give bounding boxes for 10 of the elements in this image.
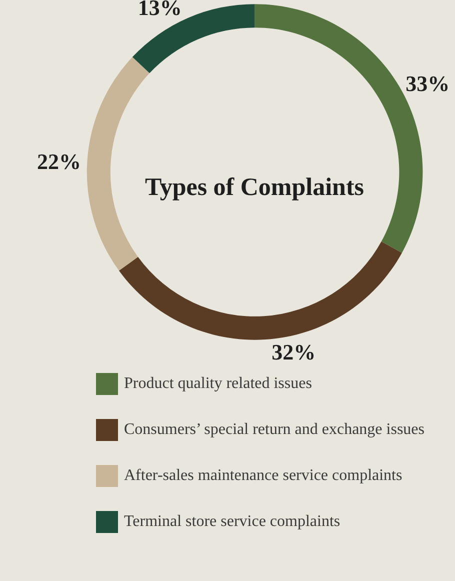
legend-label: Terminal store service complaints (124, 512, 340, 532)
legend-label: Consumers’ special return and exchange issues (124, 420, 424, 440)
data-label: 32% (272, 340, 316, 365)
data-label: 33% (406, 70, 450, 96)
data-label: 22% (36, 148, 81, 174)
text: Types of Complaints (145, 174, 364, 201)
data-label: 13% (138, 0, 182, 20)
legend-label: Product quality related issues (124, 374, 312, 394)
donut-slice (118, 242, 402, 340)
legend-label: After-sales maintenance service complaints (124, 466, 402, 486)
